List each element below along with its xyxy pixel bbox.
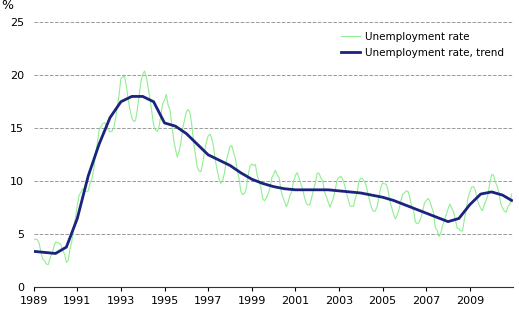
Unemployment rate, trend <box>129 95 135 98</box>
Unemployment rate, trend <box>31 250 37 253</box>
Unemployment rate, trend <box>43 251 49 255</box>
Unemployment rate <box>509 192 515 196</box>
Unemployment rate <box>190 139 197 143</box>
Unemployment rate, trend <box>240 172 246 176</box>
Unemployment rate, trend <box>52 251 59 255</box>
Unemployment rate, trend <box>334 189 340 193</box>
Unemployment rate <box>141 69 147 73</box>
Line: Unemployment rate: Unemployment rate <box>34 71 512 265</box>
Unemployment rate <box>31 238 37 241</box>
Unemployment rate, trend <box>307 188 313 192</box>
Unemployment rate <box>45 263 51 266</box>
Unemployment rate <box>307 203 313 207</box>
Y-axis label: %: % <box>1 0 13 12</box>
Unemployment rate <box>334 178 340 182</box>
Unemployment rate, trend <box>214 157 221 161</box>
Unemployment rate, trend <box>190 139 197 143</box>
Unemployment rate <box>214 168 221 172</box>
Line: Unemployment rate, trend: Unemployment rate, trend <box>34 96 512 253</box>
Unemployment rate <box>43 262 49 266</box>
Unemployment rate, trend <box>509 198 515 202</box>
Unemployment rate <box>240 193 246 197</box>
Legend: Unemployment rate, Unemployment rate, trend: Unemployment rate, Unemployment rate, tr… <box>337 27 508 62</box>
